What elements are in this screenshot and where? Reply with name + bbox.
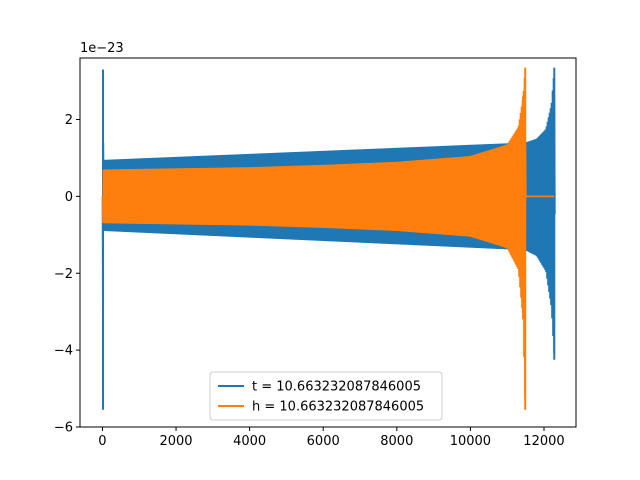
x-tick-label-5: 10000 [450, 434, 491, 449]
y-scale-label: 1e−23 [80, 41, 124, 56]
legend-label-0: t = 10.663232087846005 [252, 380, 421, 395]
y-tick-label-3: 0 [65, 190, 73, 205]
legend: t = 10.663232087846005 h = 10.66323208784… [209, 371, 443, 421]
y-tick-label-1: −4 [54, 344, 73, 359]
plot-area [101, 67, 556, 410]
y-tick-label-0: −6 [54, 421, 73, 436]
series-line-1 [101, 77, 554, 399]
y-tick-label-2: −2 [54, 267, 73, 282]
x-tick-label-3: 6000 [307, 434, 340, 449]
y-tick-label-4: 2 [65, 113, 73, 128]
legend-label-1: h = 10.663232087846005 [252, 400, 424, 415]
x-tick-label-2: 4000 [233, 434, 266, 449]
axes-frame [79, 57, 577, 428]
x-tick-label-4: 8000 [380, 434, 413, 449]
x-tick-label-0: 0 [98, 434, 106, 449]
x-tick-label-6: 12000 [523, 434, 564, 449]
legend-box [209, 371, 443, 421]
x-tick-label-1: 2000 [159, 434, 192, 449]
tick-layer: 0 2000 4000 6000 8000 10000 12000 −6 −4 −2 0 2 [54, 113, 565, 449]
